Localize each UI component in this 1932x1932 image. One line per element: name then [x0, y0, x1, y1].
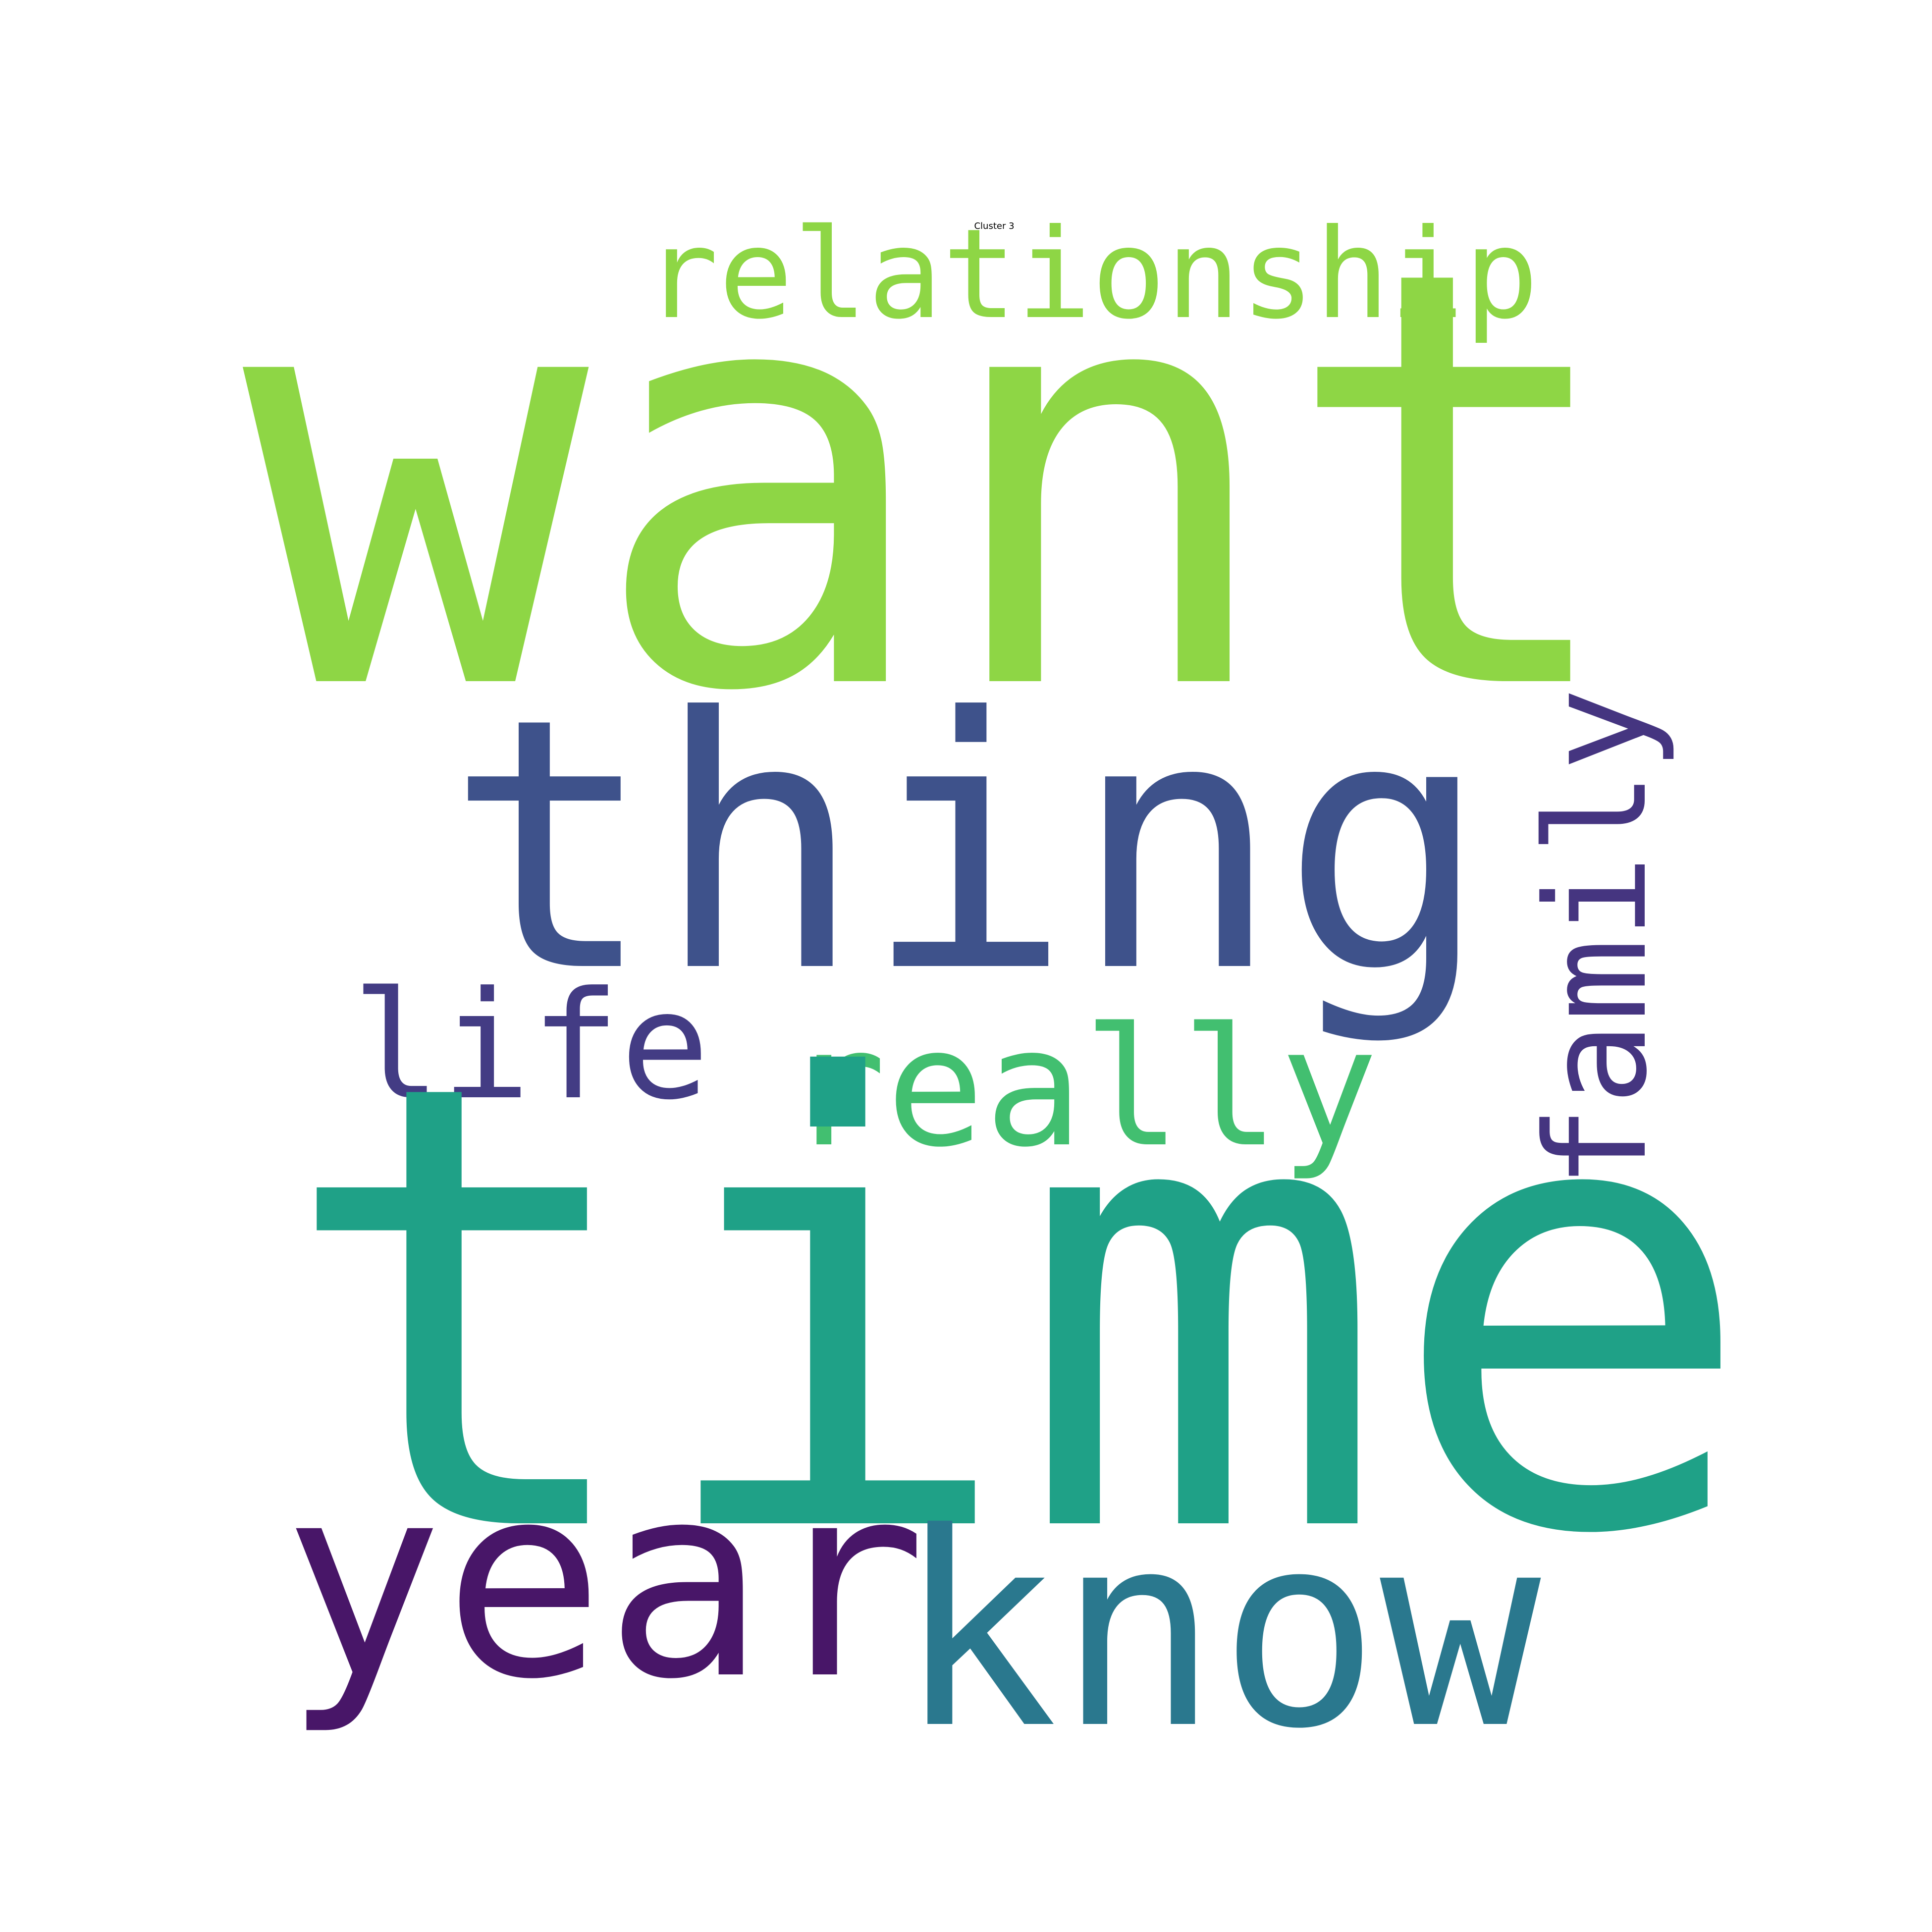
word-relationship: relationship [644, 202, 1539, 346]
word-year: year [282, 1427, 926, 1738]
word-know: know [897, 1476, 1543, 1787]
word-want: want [243, 148, 1627, 817]
word-really: really [788, 993, 1378, 1183]
word-thing: thing [446, 644, 1490, 1048]
chart-title: Cluster 3 [974, 221, 1014, 231]
word-time: time [277, 954, 1757, 1668]
word-family: family [1516, 688, 1678, 1189]
word-life: life [352, 960, 709, 1132]
